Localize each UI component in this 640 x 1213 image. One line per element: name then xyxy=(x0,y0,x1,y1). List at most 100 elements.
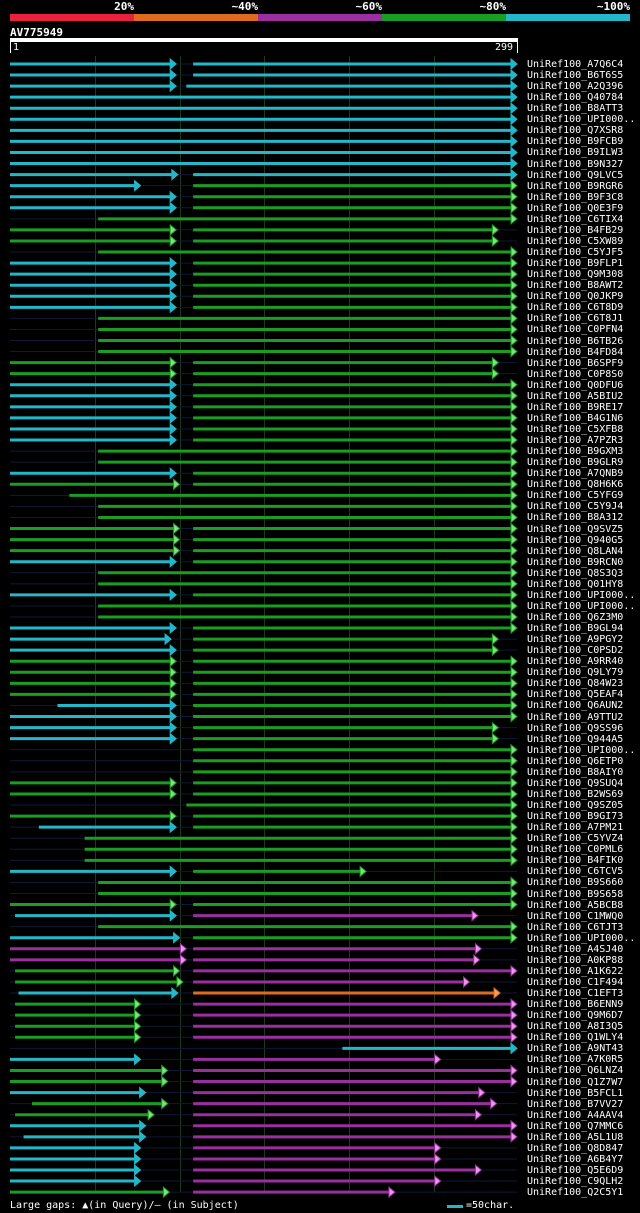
hit-label[interactable]: UniRef100_B9FLP1 xyxy=(527,258,624,270)
hit-label[interactable]: UniRef100_Q6AUN2 xyxy=(527,700,624,712)
hit-label[interactable]: UniRef100_A9NT43 xyxy=(527,1043,624,1055)
hit-label[interactable]: UniRef100_B9ILW3 xyxy=(527,147,624,159)
hit-label[interactable]: UniRef100_C6TJT3 xyxy=(527,921,624,933)
hit-label[interactable]: UniRef100_UPI000.. xyxy=(527,744,636,756)
hit-label[interactable]: UniRef100_A7K0R5 xyxy=(527,1054,624,1066)
hit-label[interactable]: UniRef100_A4AAV4 xyxy=(527,1109,624,1121)
hit-label[interactable]: UniRef100_B9S660 xyxy=(527,877,624,889)
hit-label[interactable]: UniRef100_Q940G5 xyxy=(527,534,624,546)
hit-label[interactable]: UniRef100_A7QNB9 xyxy=(527,468,624,480)
hit-label[interactable]: UniRef100_B2WS69 xyxy=(527,788,624,800)
hit-label[interactable]: UniRef100_B9RCN0 xyxy=(527,556,624,568)
hit-label[interactable]: UniRef100_B6TB26 xyxy=(527,335,624,347)
hit-label[interactable]: UniRef100_B6SPF9 xyxy=(527,357,624,369)
hit-label[interactable]: UniRef100_C1EFT3 xyxy=(527,988,624,1000)
hit-label[interactable]: UniRef100_A4SJ40 xyxy=(527,943,624,955)
hit-label[interactable]: UniRef100_C6T8J1 xyxy=(527,313,624,325)
hit-label[interactable]: UniRef100_C9QLH2 xyxy=(527,1176,624,1188)
hit-label[interactable]: UniRef100_B9GXM3 xyxy=(527,446,624,458)
hit-label[interactable]: UniRef100_Q8H6K6 xyxy=(527,479,624,491)
hit-label[interactable]: UniRef100_Q6Z3M0 xyxy=(527,612,624,623)
hit-label[interactable]: UniRef100_UPI000.. xyxy=(527,932,636,944)
hit-label[interactable]: UniRef100_Q9SZ05 xyxy=(527,800,624,812)
hit-label[interactable]: UniRef100_Q5EAF4 xyxy=(527,689,624,701)
hit-label[interactable]: UniRef100_C1F494 xyxy=(527,976,624,988)
hit-label[interactable]: UniRef100_B8A312 xyxy=(527,512,624,524)
hit-label[interactable]: UniRef100_B9RE17 xyxy=(527,401,624,413)
hit-label[interactable]: UniRef100_B4FB29 xyxy=(527,224,624,236)
hit-label[interactable]: UniRef100_A0KP88 xyxy=(527,954,624,966)
hit-label[interactable]: UniRef100_B4FD84 xyxy=(527,346,624,358)
hit-label[interactable]: UniRef100_B6ENN9 xyxy=(527,999,624,1011)
hit-label[interactable]: UniRef100_A7PM21 xyxy=(527,822,624,834)
hit-label[interactable]: UniRef100_C0PML6 xyxy=(527,844,624,856)
hit-label[interactable]: UniRef100_Q0E3F9 xyxy=(527,202,624,214)
hit-label[interactable]: UniRef100_Q0DFU6 xyxy=(527,379,624,391)
hit-label[interactable]: UniRef100_Q6LNZ4 xyxy=(527,1065,624,1077)
hit-label[interactable]: UniRef100_B9GI73 xyxy=(527,811,624,823)
hit-label[interactable]: UniRef100_C1MWQ0 xyxy=(527,910,624,922)
hit-label[interactable]: UniRef100_A7PZR3 xyxy=(527,435,624,447)
hit-label[interactable]: UniRef100_B5FCL1 xyxy=(527,1087,624,1099)
hit-label[interactable]: UniRef100_Q2C5Y1 xyxy=(527,1187,624,1199)
hit-label[interactable]: UniRef100_Q9SS96 xyxy=(527,722,624,734)
hit-label[interactable]: UniRef100_Q9M6D7 xyxy=(527,1010,624,1022)
hit-label[interactable]: UniRef100_UPI000.. xyxy=(527,114,636,126)
hit-label[interactable]: UniRef100_B4G1N6 xyxy=(527,412,624,424)
hit-label[interactable]: UniRef100_A9TTU2 xyxy=(527,711,624,723)
hit-label[interactable]: UniRef100_C6TCV5 xyxy=(527,866,624,878)
hit-label[interactable]: UniRef100_Q9SUQ4 xyxy=(527,777,624,789)
hit-label[interactable]: UniRef100_A5L1U8 xyxy=(527,1131,624,1143)
hit-label[interactable]: UniRef100_C6TIX4 xyxy=(527,213,624,225)
hit-label[interactable]: UniRef100_B9N327 xyxy=(527,158,624,170)
hit-label[interactable]: UniRef100_A2Q396 xyxy=(527,81,624,93)
hit-label[interactable]: UniRef100_Q8D847 xyxy=(527,1142,624,1154)
hit-label[interactable]: UniRef100_C5Y9J4 xyxy=(527,501,624,513)
hit-label[interactable]: UniRef100_A9RR40 xyxy=(527,656,624,668)
hit-label[interactable]: UniRef100_B7VV27 xyxy=(527,1098,624,1110)
hit-label[interactable]: UniRef100_C5XFB8 xyxy=(527,423,624,435)
hit-label[interactable]: UniRef100_B9RGR6 xyxy=(527,180,624,192)
hit-label[interactable]: UniRef100_Q1Z7W7 xyxy=(527,1076,624,1088)
hit-label[interactable]: UniRef100_B9F3C8 xyxy=(527,191,624,203)
hit-label[interactable]: UniRef100_A5BCB8 xyxy=(527,899,624,911)
hit-label[interactable]: UniRef100_Q944A5 xyxy=(527,733,624,745)
hit-label[interactable]: UniRef100_A9PGY2 xyxy=(527,634,624,646)
hit-label[interactable]: UniRef100_UPI000.. xyxy=(527,600,636,612)
hit-label[interactable]: UniRef100_Q5E6D9 xyxy=(527,1165,624,1176)
hit-label[interactable]: UniRef100_C5XW89 xyxy=(527,235,624,247)
hit-label[interactable]: UniRef100_A5BIU2 xyxy=(527,390,624,402)
hit-label[interactable]: UniRef100_A7Q6C4 xyxy=(527,59,624,70)
hit-label[interactable]: UniRef100_C6T8D9 xyxy=(527,302,624,314)
hit-label[interactable]: UniRef100_Q1WLY4 xyxy=(527,1032,624,1044)
hit-label[interactable]: UniRef100_Q9LY79 xyxy=(527,667,624,679)
hit-label[interactable]: UniRef100_Q6ETP0 xyxy=(527,755,624,767)
hit-label[interactable]: UniRef100_C5YVZ4 xyxy=(527,833,624,845)
hit-label[interactable]: UniRef100_A1K622 xyxy=(527,965,624,977)
hit-label[interactable]: UniRef100_B4FIK0 xyxy=(527,855,624,867)
hit-label[interactable]: UniRef100_Q7MMC6 xyxy=(527,1120,624,1132)
hit-label[interactable]: UniRef100_UPI000.. xyxy=(527,589,636,601)
hit-label[interactable]: UniRef100_C0PSD2 xyxy=(527,645,624,657)
hit-label[interactable]: UniRef100_B8AIY0 xyxy=(527,766,624,778)
hit-label[interactable]: UniRef100_A8I3Q5 xyxy=(527,1021,624,1033)
hit-label[interactable]: UniRef100_Q01HY8 xyxy=(527,578,624,590)
hit-label[interactable]: UniRef100_Q84W23 xyxy=(527,678,624,690)
hit-label[interactable]: UniRef100_Q7XSR8 xyxy=(527,125,624,137)
hit-label[interactable]: UniRef100_B9FCB9 xyxy=(527,136,624,148)
hit-label[interactable]: UniRef100_Q8S3Q3 xyxy=(527,567,624,579)
hit-label[interactable]: UniRef100_C0P8S0 xyxy=(527,368,624,380)
hit-label[interactable]: UniRef100_Q9M308 xyxy=(527,269,624,281)
hit-label[interactable]: UniRef100_Q40784 xyxy=(527,92,624,104)
hit-label[interactable]: UniRef100_Q9SVZ5 xyxy=(527,523,624,535)
hit-label[interactable]: UniRef100_B8AWT2 xyxy=(527,280,624,292)
hit-label[interactable]: UniRef100_Q0JKP9 xyxy=(527,291,624,303)
hit-label[interactable]: UniRef100_B9GL94 xyxy=(527,623,624,635)
hit-label[interactable]: UniRef100_C5YJF5 xyxy=(527,247,624,259)
hit-label[interactable]: UniRef100_Q8LAN4 xyxy=(527,545,624,557)
hit-label[interactable]: UniRef100_A6B4Y7 xyxy=(527,1153,624,1165)
hit-label[interactable]: UniRef100_Q9LVC5 xyxy=(527,169,624,181)
hit-label[interactable]: UniRef100_C5YFG9 xyxy=(527,490,624,502)
hit-label[interactable]: UniRef100_B6T6S5 xyxy=(527,70,624,82)
hit-label[interactable]: UniRef100_B8ATT3 xyxy=(527,103,624,115)
